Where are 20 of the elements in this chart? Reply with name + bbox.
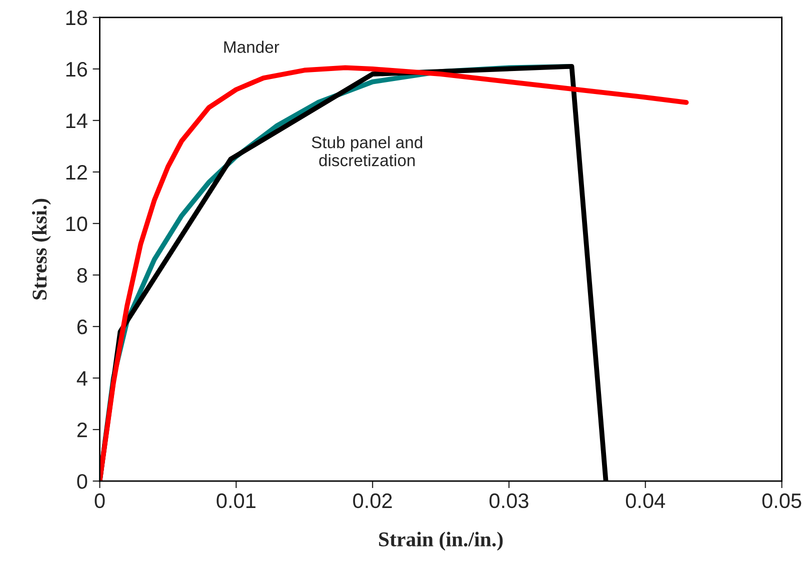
y-tick-label: 16 xyxy=(66,62,88,77)
x-tick-label: 0 xyxy=(94,493,105,508)
y-tick-label: 8 xyxy=(77,268,88,283)
x-axis-title: Strain (in./in.) xyxy=(379,532,503,551)
x-tick-label: 0.02 xyxy=(353,493,392,508)
y-tick-label: 14 xyxy=(66,114,88,128)
x-tick-label: 0.05 xyxy=(762,493,802,508)
x-tick-label: 0.01 xyxy=(216,493,256,508)
y-tick-label: 4 xyxy=(76,371,88,386)
y-tick-label: 0 xyxy=(77,474,88,489)
x-tick-label: 0.04 xyxy=(626,493,666,508)
annotation: Stub panel and discretization xyxy=(312,136,422,166)
y-axis-title: Stress (ksi.) xyxy=(32,198,51,300)
y-tick-label: 2 xyxy=(77,422,87,438)
y-tick-label: 12 xyxy=(66,164,87,180)
y-tick-label: 10 xyxy=(66,216,88,232)
y-tick-label: 6 xyxy=(77,320,88,334)
y-tick-label: 18 xyxy=(66,10,88,26)
annotation: Mander xyxy=(224,40,280,53)
x-tick-label: 0.03 xyxy=(490,493,528,508)
